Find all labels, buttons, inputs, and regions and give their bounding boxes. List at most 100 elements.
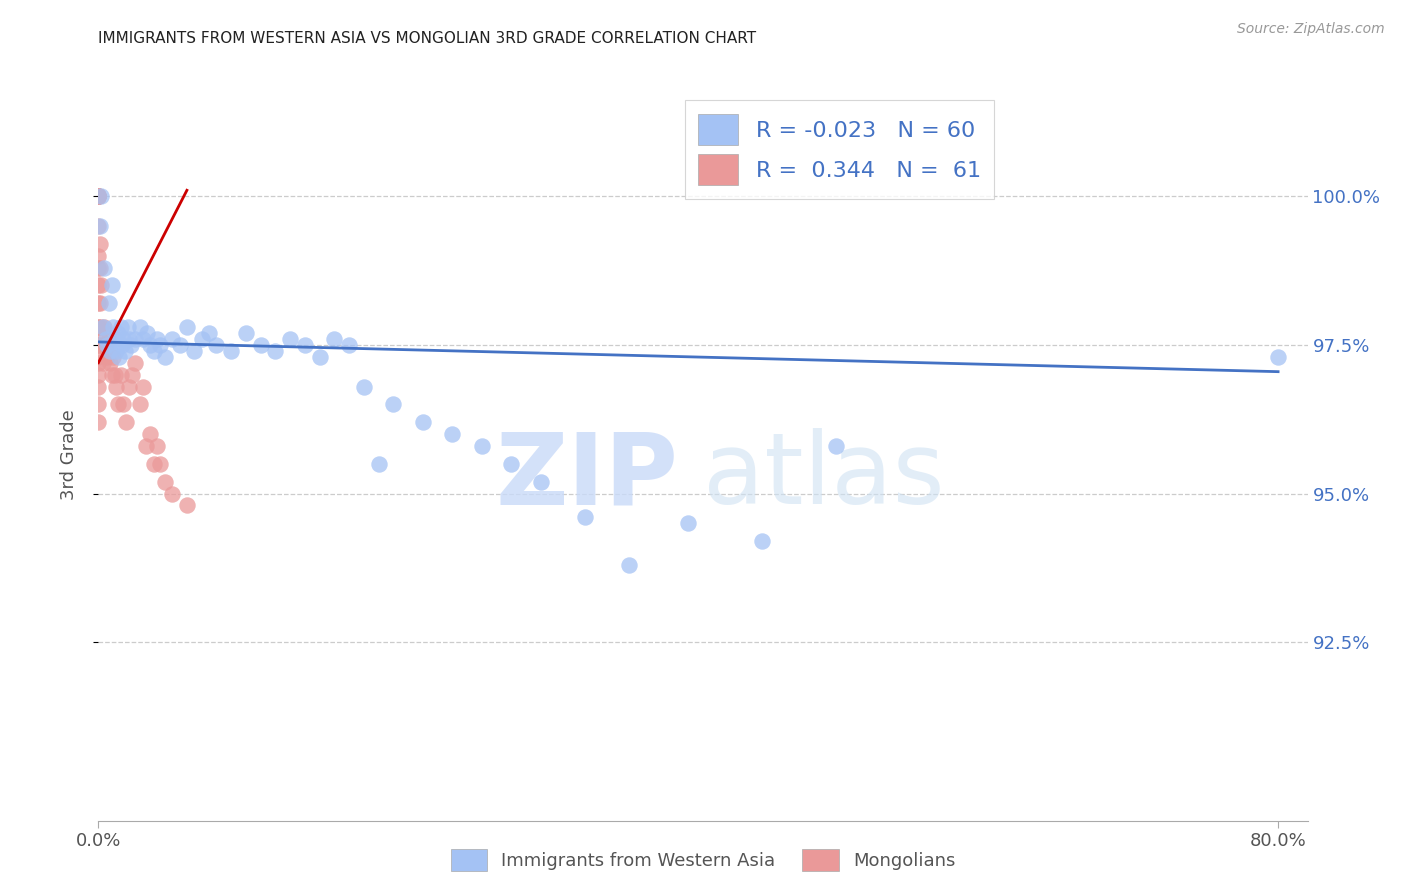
Point — [97, 332, 120, 346]
Point — [115, 415, 138, 429]
Point — [87, 338, 110, 352]
Point — [112, 332, 135, 346]
Point — [111, 338, 134, 352]
Point — [135, 439, 157, 453]
Point — [93, 320, 115, 334]
Point — [501, 457, 523, 471]
Point — [90, 189, 112, 203]
Legend: R = -0.023   N = 60, R =  0.344   N =  61: R = -0.023 N = 60, R = 0.344 N = 61 — [685, 100, 994, 199]
Point — [110, 368, 132, 382]
Point — [91, 356, 114, 370]
Point — [107, 326, 129, 340]
Point — [146, 332, 169, 346]
Point — [91, 338, 114, 352]
Point — [87, 189, 110, 203]
Point — [153, 475, 176, 489]
Point — [824, 439, 846, 453]
Point — [87, 278, 110, 293]
Point — [91, 320, 114, 334]
Point — [87, 189, 110, 203]
Point — [100, 368, 122, 382]
Point — [98, 356, 121, 370]
Point — [105, 379, 128, 393]
Point — [107, 397, 129, 411]
Point — [294, 338, 316, 352]
Point — [128, 397, 150, 411]
Point — [87, 189, 110, 203]
Point — [89, 296, 111, 310]
Point — [94, 332, 117, 346]
Point — [143, 343, 166, 358]
Point — [146, 439, 169, 453]
Point — [110, 320, 132, 334]
Point — [87, 338, 110, 352]
Point — [100, 278, 122, 293]
Point — [382, 397, 405, 411]
Text: ZIP: ZIP — [496, 428, 679, 525]
Point — [94, 338, 117, 352]
Point — [87, 296, 110, 310]
Point — [98, 343, 121, 358]
Point — [619, 558, 641, 572]
Point — [87, 379, 110, 393]
Point — [90, 320, 112, 334]
Point — [89, 219, 111, 233]
Y-axis label: 3rd Grade: 3rd Grade — [59, 409, 77, 500]
Point — [441, 427, 464, 442]
Point — [160, 332, 183, 346]
Point — [87, 320, 110, 334]
Point — [131, 379, 153, 393]
Point — [90, 278, 112, 293]
Point — [87, 397, 110, 411]
Point — [87, 189, 110, 203]
Point — [124, 356, 146, 370]
Point — [114, 343, 136, 358]
Point — [87, 189, 110, 203]
Point — [169, 338, 191, 352]
Point — [108, 350, 131, 364]
Point — [87, 189, 110, 203]
Point — [87, 356, 110, 370]
Point — [89, 236, 111, 251]
Point — [149, 457, 172, 471]
Point — [120, 338, 142, 352]
Point — [143, 457, 166, 471]
Point — [87, 189, 110, 203]
Point — [574, 510, 596, 524]
Point — [367, 457, 389, 471]
Point — [412, 415, 434, 429]
Point — [93, 260, 115, 275]
Point — [87, 189, 110, 203]
Point — [121, 368, 143, 382]
Point — [87, 415, 110, 429]
Point — [160, 486, 183, 500]
Point — [96, 350, 118, 364]
Point — [153, 350, 176, 364]
Point — [278, 332, 301, 346]
Point — [139, 338, 162, 352]
Legend: Immigrants from Western Asia, Mongolians: Immigrants from Western Asia, Mongolians — [443, 842, 963, 879]
Point — [1267, 350, 1289, 364]
Point — [101, 320, 124, 334]
Point — [101, 350, 124, 364]
Point — [87, 189, 110, 203]
Point — [176, 320, 198, 334]
Point — [89, 260, 111, 275]
Point — [183, 343, 205, 358]
Point — [87, 320, 110, 334]
Point — [323, 332, 346, 346]
Point — [530, 475, 553, 489]
Point — [87, 249, 110, 263]
Point — [139, 427, 162, 442]
Point — [136, 326, 159, 340]
Point — [264, 343, 287, 358]
Point — [112, 397, 135, 411]
Text: atlas: atlas — [703, 428, 945, 525]
Point — [104, 332, 127, 346]
Point — [131, 332, 153, 346]
Point — [87, 189, 110, 203]
Point — [337, 338, 360, 352]
Point — [117, 320, 139, 334]
Point — [96, 338, 118, 352]
Point — [176, 499, 198, 513]
